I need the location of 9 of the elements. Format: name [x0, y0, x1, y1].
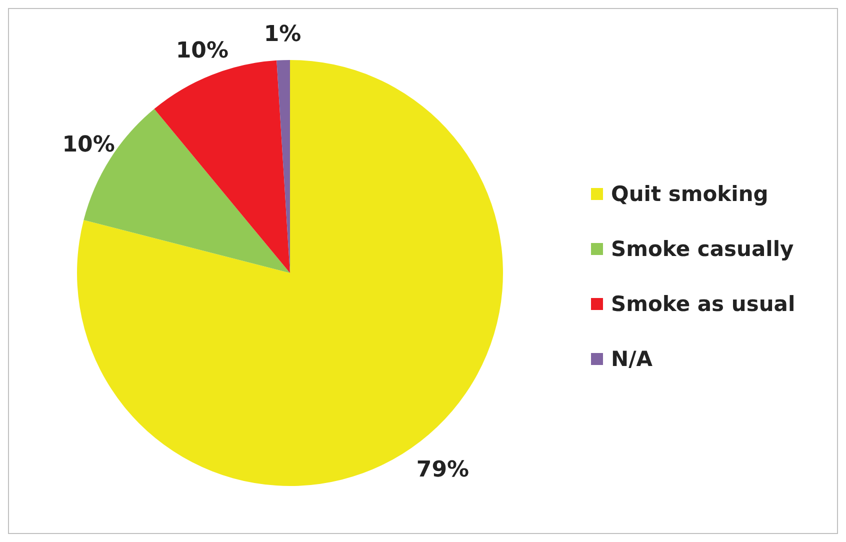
legend-label: Smoke casually	[611, 237, 794, 261]
data-label: 10%	[62, 132, 115, 158]
legend-label: N/A	[611, 347, 654, 371]
data-label: 79%	[416, 457, 470, 482]
data-label: 10%	[176, 38, 229, 64]
legend-label: Smoke as usual	[611, 292, 796, 316]
legend-label: Quit smoking	[611, 182, 768, 206]
pie-slice	[154, 60, 290, 273]
data-label: 1%	[264, 22, 302, 48]
